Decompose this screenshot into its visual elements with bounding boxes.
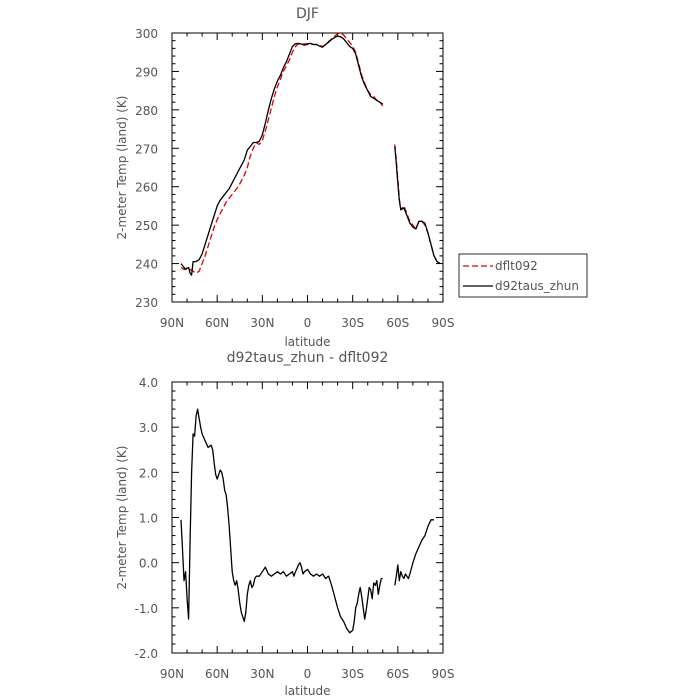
y-tick-label: 4.0 bbox=[139, 376, 158, 390]
x-tick-label: 60S bbox=[386, 667, 409, 681]
x-tick-label: 30S bbox=[341, 667, 364, 681]
y-tick-label: 270 bbox=[135, 142, 158, 156]
series-line-dflt092 bbox=[180, 33, 384, 274]
legend: dflt092 d92taus_zhun bbox=[458, 253, 588, 298]
x-tick-label: 90N bbox=[160, 316, 184, 330]
x-tick-label: 60S bbox=[386, 316, 409, 330]
series-group bbox=[180, 408, 434, 634]
x-tick-label: 90N bbox=[160, 667, 184, 681]
series-line-series-1 bbox=[394, 519, 434, 586]
plot-frame bbox=[171, 381, 444, 654]
y-tick-label: 280 bbox=[135, 104, 158, 118]
series-line-d92taus_zhun bbox=[394, 146, 441, 265]
y-tick-label: 260 bbox=[135, 181, 158, 195]
y-tick-label: 1.0 bbox=[139, 512, 158, 526]
legend-entry: dflt092 bbox=[495, 259, 538, 273]
legend-box bbox=[458, 253, 588, 298]
y-tick-label: -1.0 bbox=[135, 602, 158, 616]
x-tick-label: 30N bbox=[250, 316, 274, 330]
x-tick-label: 30S bbox=[341, 316, 364, 330]
y-tick-label: 2.0 bbox=[139, 466, 158, 480]
y-tick-label: 290 bbox=[135, 65, 158, 79]
x-tick-label: 60N bbox=[205, 667, 229, 681]
legend-entry: d92taus_zhun bbox=[495, 279, 579, 293]
chart-title: DJF bbox=[296, 6, 319, 22]
y-tick-label: -2.0 bbox=[135, 647, 158, 661]
y-axis-label: 2-meter Temp (land) (K) bbox=[115, 96, 129, 240]
y-tick-label: 230 bbox=[135, 296, 158, 310]
series-group bbox=[180, 33, 441, 276]
plot-frame bbox=[171, 32, 444, 303]
chart-panel-2: d92taus_zhun - dflt092 90N 60N 30N 0 30S 60S 90… bbox=[115, 350, 454, 698]
x-tick-label: 90S bbox=[432, 667, 455, 681]
x-tick-label: 90S bbox=[432, 316, 455, 330]
y-tick-label: 250 bbox=[135, 219, 158, 233]
y-tick-label: 0.0 bbox=[139, 557, 158, 571]
series-line-d92taus_zhun bbox=[180, 35, 384, 276]
series-line-dflt092 bbox=[394, 144, 441, 265]
chart-panel-1: DJF 90N 60N 30N 0 30S 60S 90S 230 240 250 260 270 280… bbox=[115, 6, 454, 349]
x-tick-label: 0 bbox=[304, 316, 312, 330]
x-tick-label: 0 bbox=[304, 667, 312, 681]
x-axis-label: latitude bbox=[284, 684, 330, 698]
x-tick-label: 30N bbox=[250, 667, 274, 681]
y-tick-label: 300 bbox=[135, 27, 158, 41]
y-tick-label: 3.0 bbox=[139, 421, 158, 435]
chart-title: d92taus_zhun - dflt092 bbox=[227, 350, 389, 366]
y-axis-label: 2-meter Temp (land) (K) bbox=[115, 446, 129, 590]
y-tick-label: 240 bbox=[135, 258, 158, 272]
x-tick-label: 60N bbox=[205, 316, 229, 330]
series-line-series-1 bbox=[180, 408, 383, 634]
x-axis-label: latitude bbox=[284, 335, 330, 349]
